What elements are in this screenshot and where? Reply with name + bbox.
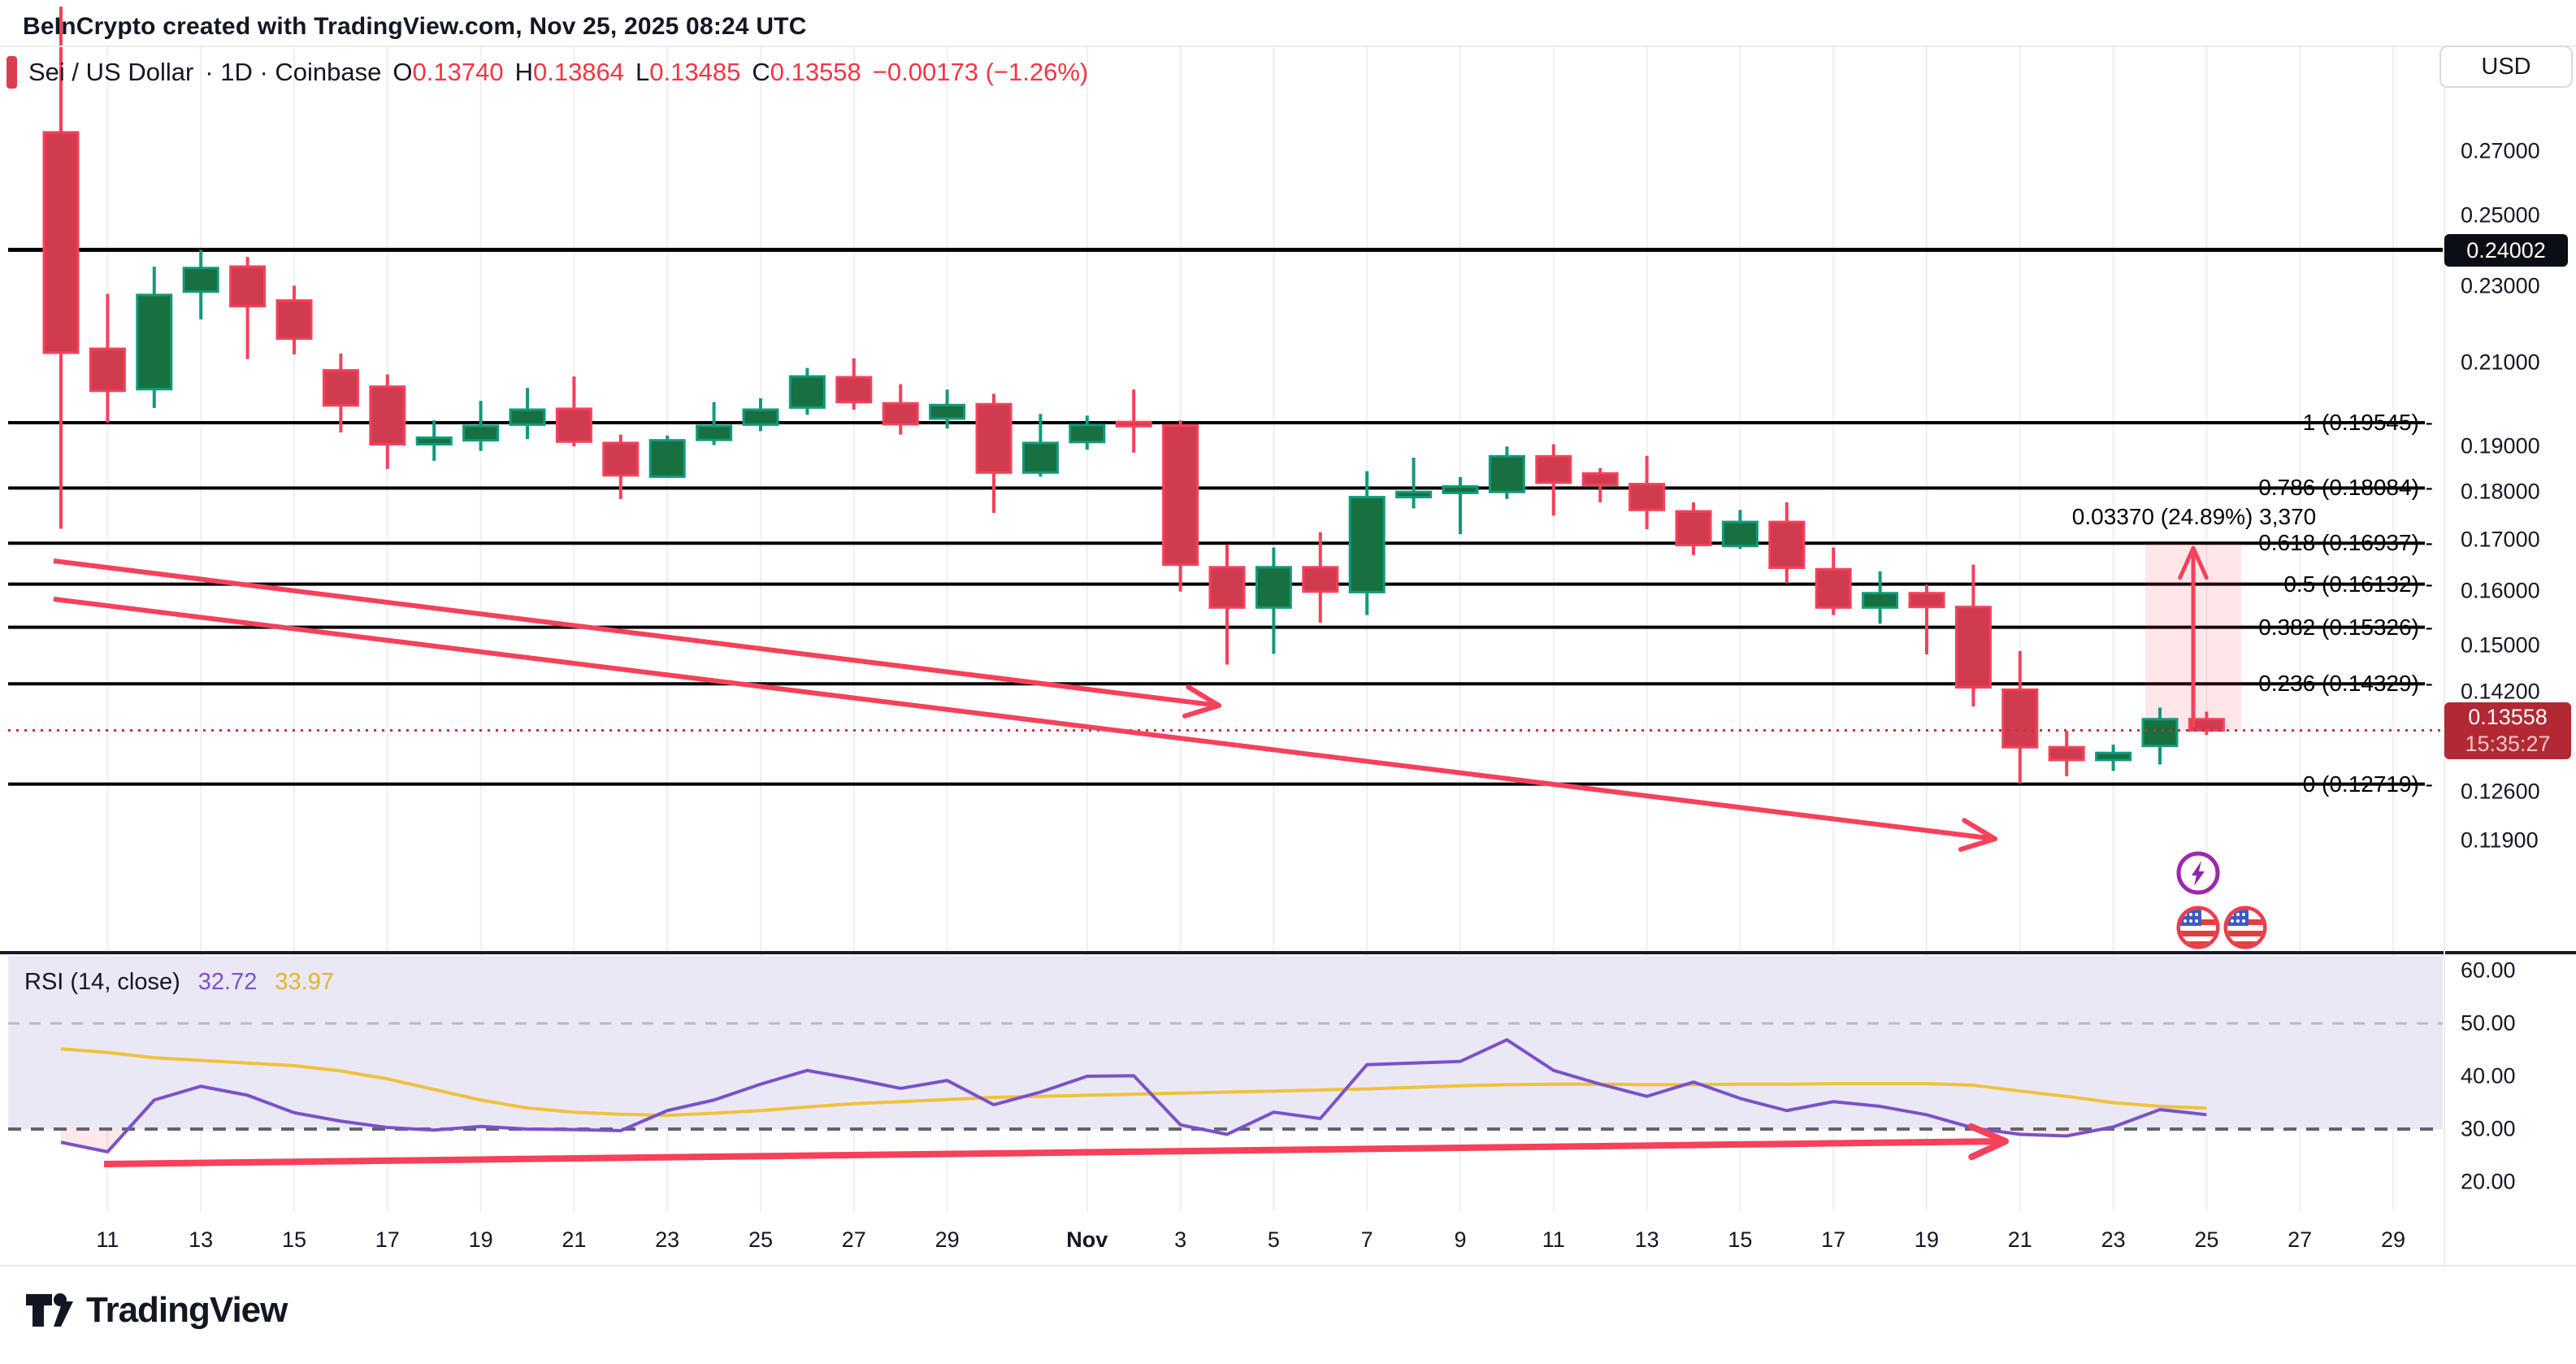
time-axis-label: 3 [1174,1227,1187,1252]
symbol-meta: · 1D · Coinbase [205,58,382,86]
time-axis[interactable] [0,1213,2442,1265]
time-axis-label: 23 [655,1227,680,1252]
price-axis-label: 0.27000 [2461,138,2540,163]
fib-level-label: 0 (0.12719) - [2302,771,2433,797]
price-axis-label: 0.17000 [2461,527,2540,552]
rsi-ma-value: 33.97 [275,969,334,995]
tradingview-logo-icon [26,1293,73,1327]
time-axis-label: 15 [1728,1227,1753,1252]
rsi-axis-label: 40.00 [2461,1063,2516,1088]
price-axis-label: 0.15000 [2461,632,2540,658]
fib-level-label: 0.618 (0.16937) - [2258,530,2433,556]
time-axis-label: 27 [841,1227,866,1252]
tradingview-logo[interactable]: TradingView [24,1289,288,1331]
time-axis-label: 29 [2380,1227,2406,1252]
time-axis-label: 13 [189,1227,214,1252]
price-axis-label: 0.11900 [2461,828,2539,853]
fib-level-label: 0.786 (0.18084) - [2258,475,2433,501]
ohlc-high: H0.13864 [514,58,625,86]
ohlc-close: C0.13558 [752,58,861,86]
price-axis-label: 0.18000 [2461,479,2540,504]
us-flag-icon[interactable] [2223,906,2267,949]
time-axis-label: 9 [1454,1227,1467,1252]
symbol-marker-icon [7,56,17,89]
time-axis-label: 15 [281,1227,307,1252]
price-axis-label: 0.12600 [2461,779,2540,804]
rsi-axis-label: 30.00 [2461,1116,2516,1141]
lightning-icon[interactable] [2176,851,2220,895]
price-line-badge: 0.24002 [2444,234,2568,267]
header-divider [0,46,2576,47]
fib-level-label: 1 (0.19545) - [2302,410,2433,435]
rsi-indicator-row[interactable]: RSI (14, close) 32.72 33.97 [24,969,334,996]
rsi-value: 32.72 [197,969,258,995]
time-axis-label: 19 [468,1227,493,1252]
ohlc-open: O0.13740 [392,58,504,86]
time-axis-label: 19 [1914,1227,1940,1252]
currency-button[interactable]: USD [2439,46,2573,88]
price-axis-label: 0.21000 [2461,350,2540,375]
time-axis-label: 21 [2007,1227,2032,1252]
price-axis-label: 0.19000 [2461,433,2540,458]
time-axis-label: 23 [2101,1227,2126,1252]
price-axis-label: 0.16000 [2461,578,2540,603]
time-axis-label: 17 [1821,1227,1846,1252]
current-price-badge: 0.13558 15:35:27 [2444,702,2571,759]
time-axis-label: Nov [1066,1227,1108,1252]
symbol-name[interactable]: Sei / US Dollar [28,58,194,86]
ohlc-low: L0.13485 [635,58,741,86]
time-axis-label: 25 [748,1227,774,1252]
fib-level-label: 0.236 (0.14329) - [2258,671,2433,697]
time-axis-label: 17 [375,1227,400,1252]
rsi-axis-label: 60.00 [2461,958,2516,983]
time-axis-label: 11 [1542,1227,1565,1252]
time-axis-label: 25 [2194,1227,2219,1252]
time-axis-label: 13 [1634,1227,1659,1252]
us-flag-icon[interactable] [2176,906,2220,949]
time-axis-label: 11 [96,1227,119,1252]
price-axis-label: 0.23000 [2461,273,2540,298]
rsi-axis-label: 20.00 [2461,1169,2516,1194]
price-change: −0.00173 (−1.26%) [872,58,1089,86]
price-axis-label: 0.25000 [2461,202,2540,228]
credit-line: BeInCrypto created with TradingView.com,… [23,13,807,40]
time-axis-label: 21 [562,1227,587,1252]
rsi-axis-label: 50.00 [2461,1010,2516,1036]
bar-countdown: 15:35:27 [2465,732,2551,756]
time-axis-label: 5 [1267,1227,1280,1252]
projection-label: 0.03370 (24.89%) 3,370 [2071,504,2317,529]
symbol-bar[interactable]: Sei / US Dollar · 1D · Coinbase O0.13740… [7,54,1088,91]
fib-level-label: 0.382 (0.15326) - [2258,614,2433,640]
fib-level-label: 0.5 (0.16132) - [2283,571,2433,597]
drawing-icons[interactable] [2171,850,2277,956]
rsi-label: RSI (14, close) [24,969,180,995]
time-axis-label: 7 [1360,1227,1373,1252]
price-axis-label: 0.14200 [2461,679,2540,704]
time-axis-label: 27 [2288,1227,2313,1252]
time-axis-label: 29 [935,1227,960,1252]
